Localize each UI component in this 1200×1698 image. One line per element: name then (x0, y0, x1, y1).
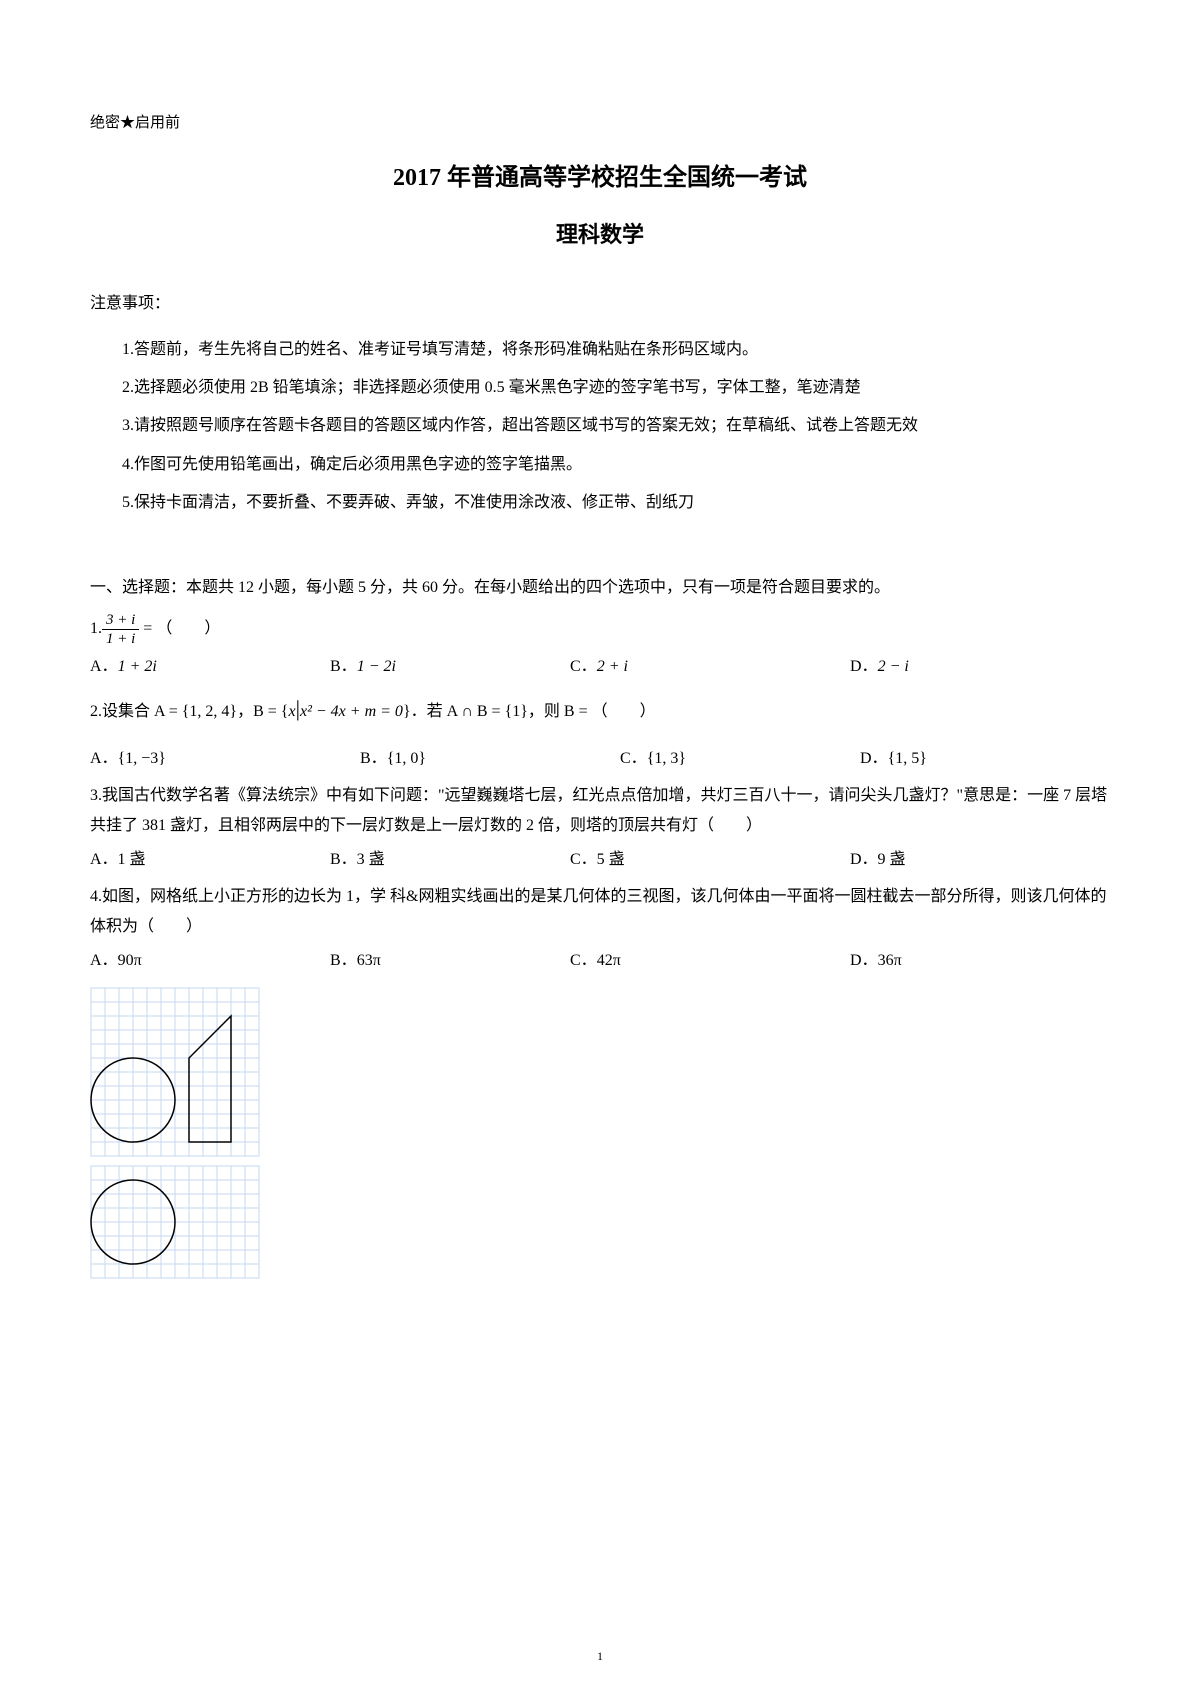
option-c: C．42π (570, 946, 850, 976)
question-text: 2.设集合 A = {1, 2, 4}，B = {x|x² − 4x + m =… (90, 688, 1110, 730)
page-number: 1 (597, 1646, 603, 1668)
option-d: D．{1, 5} (860, 744, 927, 774)
question-text: 3.我国古代数学名著《算法统宗》中有如下问题："远望巍巍塔七层，红光点点倍加增，… (90, 781, 1110, 842)
question-number: 1. (90, 620, 102, 637)
option-b: B．{1, 0} (360, 744, 620, 774)
option-d: D．36π (850, 946, 1050, 976)
question-2: 2.设集合 A = {1, 2, 4}，B = {x|x² − 4x + m =… (90, 688, 1110, 774)
notice-item: 4.作图可先使用铅笔画出，确定后必须用黑色字迹的签字笔描黑。 (90, 446, 1110, 484)
option-a: A．1 + 2i (90, 652, 330, 682)
options-row: A．1 + 2i B．1 − 2i C．2 + i D．2 − i (90, 652, 1110, 682)
option-b: B．3 盏 (330, 845, 570, 875)
notice-item: 2.选择题必须使用 2B 铅笔填涂；非选择题必须使用 0.5 毫米黑色字迹的签字… (90, 369, 1110, 407)
question-text: 1.3 + i1 + i = （ ） (90, 611, 1110, 648)
options-row: A．90π B．63π C．42π D．36π (90, 946, 1110, 976)
question-4: 4.如图，网格纸上小正方形的边长为 1，学 科&网粗实线画出的是某几何体的三视图… (90, 882, 1110, 977)
option-c: C．5 盏 (570, 845, 850, 875)
exam-title-sub: 理科数学 (90, 215, 1110, 255)
options-row: A．1 盏 B．3 盏 C．5 盏 D．9 盏 (90, 845, 1110, 875)
option-c: C．{1, 3} (620, 744, 860, 774)
question-text: 4.如图，网格纸上小正方形的边长为 1，学 科&网粗实线画出的是某几何体的三视图… (90, 882, 1110, 943)
option-b: B．1 − 2i (330, 652, 570, 682)
notice-block: 注意事项： 1.答题前，考生先将自己的姓名、准考证号填写清楚，将条形码准确粘贴在… (90, 290, 1110, 523)
figure-three-views (90, 987, 1110, 1290)
option-a: A．1 盏 (90, 845, 330, 875)
section-header: 一、选择题：本题共 12 小题，每小题 5 分，共 60 分。在每小题给出的四个… (90, 573, 1110, 603)
option-a: A．{1, −3} (90, 744, 360, 774)
notice-item: 5.保持卡面清洁，不要折叠、不要弄破、弄皱，不准使用涂改液、修正带、刮纸刀 (90, 484, 1110, 522)
notice-header: 注意事项： (90, 290, 1110, 319)
fraction: 3 + i1 + i (102, 611, 139, 648)
options-row: A．{1, −3} B．{1, 0} C．{1, 3} D．{1, 5} (90, 744, 1110, 774)
notice-item: 1.答题前，考生先将自己的姓名、准考证号填写清楚，将条形码准确粘贴在条形码区域内… (90, 331, 1110, 369)
option-c: C．2 + i (570, 652, 850, 682)
three-view-svg (90, 987, 260, 1279)
classified-label: 绝密★启用前 (90, 110, 1110, 137)
question-3: 3.我国古代数学名著《算法统宗》中有如下问题："远望巍巍塔七层，红光点点倍加增，… (90, 781, 1110, 876)
option-d: D．2 − i (850, 652, 1050, 682)
option-a: A．90π (90, 946, 330, 976)
question-1: 1.3 + i1 + i = （ ） A．1 + 2i B．1 − 2i C．2… (90, 611, 1110, 682)
option-d: D．9 盏 (850, 845, 1050, 875)
notice-item: 3.请按照题号顺序在答题卡各题目的答题区域内作答，超出答题区域书写的答案无效；在… (90, 407, 1110, 445)
option-b: B．63π (330, 946, 570, 976)
exam-title-main: 2017 年普通高等学校招生全国统一考试 (90, 157, 1110, 200)
